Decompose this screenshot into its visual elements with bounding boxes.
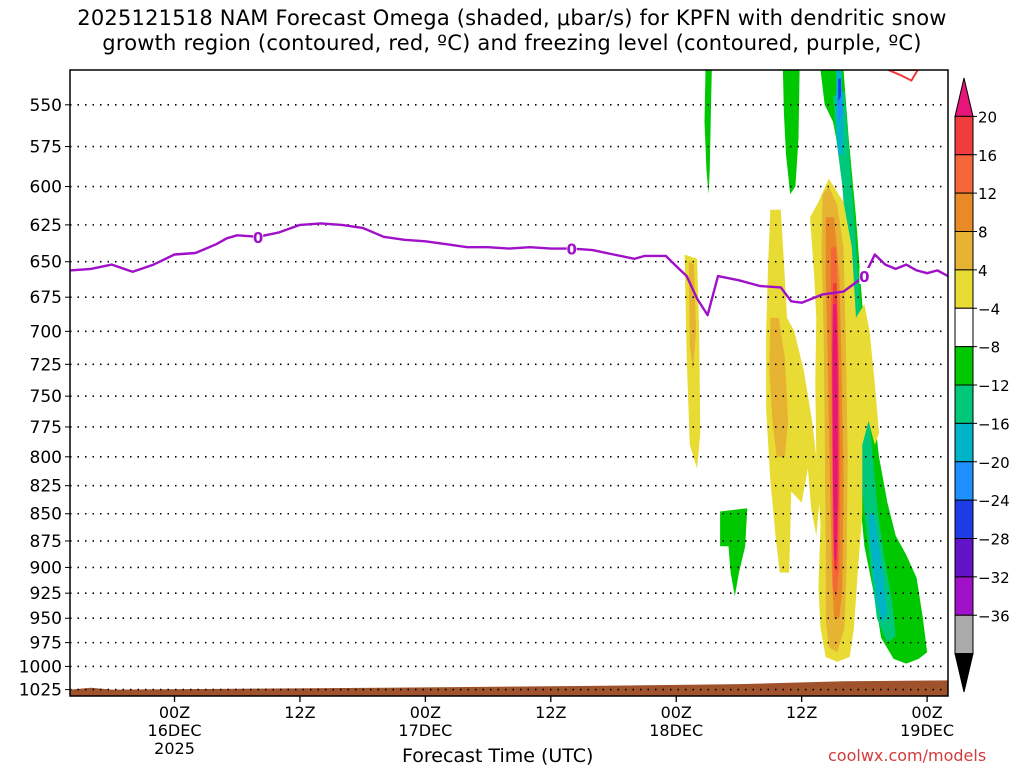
colorbar-label: −16 — [978, 415, 1010, 433]
y-tick-label: 825 — [30, 477, 62, 497]
colorbar: 20 16 12 8 4 −4 −8 −12 −16 −20 −24 −28 −32 −36 — [954, 77, 1010, 693]
colorbar-swatch — [954, 346, 974, 386]
y-tick-label: 900 — [30, 558, 62, 578]
x-tick-date: 17DEC — [398, 721, 452, 740]
omega-region — [769, 317, 789, 457]
colorbar-label: −28 — [978, 531, 1010, 549]
colorbar-swatch — [954, 77, 974, 117]
colorbar-swatch — [954, 614, 974, 655]
y-tick-label: 550 — [30, 96, 62, 116]
freezing-level-line — [70, 222, 948, 317]
colorbar-swatch — [954, 231, 974, 271]
colorbar-swatch — [954, 154, 974, 194]
colorbar-label: −36 — [978, 607, 1010, 625]
omega-shading — [70, 70, 948, 696]
terrain — [70, 680, 948, 696]
colorbar-swatch — [954, 307, 974, 348]
title-line-1: 2025121518 NAM Forecast Omega (shaded, μ… — [77, 6, 947, 30]
colorbar-label: 20 — [978, 108, 997, 126]
freezing-label-bg — [566, 240, 577, 257]
freezing-level-label: 0 — [859, 268, 869, 286]
omega-region — [766, 209, 820, 573]
y-tick-label: 750 — [30, 387, 62, 407]
y-tick-label: 975 — [30, 634, 62, 654]
freezing-label-bg — [253, 228, 264, 245]
omega-region — [688, 261, 697, 371]
x-tick-date: 18DEC — [649, 721, 703, 740]
chart-title: 2025121518 NAM Forecast Omega (shaded, μ… — [0, 6, 1024, 56]
colorbar-label: −4 — [978, 300, 1000, 318]
x-tick-label: 00Z — [159, 703, 190, 722]
omega-region — [720, 508, 748, 597]
omega-region — [704, 70, 712, 195]
colorbar-label: −24 — [978, 492, 1010, 510]
y-tick-label: 1000 — [19, 657, 62, 677]
colorbar-swatch — [954, 422, 974, 463]
x-tick-label: 00Z — [410, 703, 441, 722]
y-tick-label: 950 — [30, 609, 62, 629]
y-tick-label: 575 — [30, 138, 62, 158]
colorbar-swatch — [954, 269, 974, 309]
y-tick-label: 850 — [30, 505, 62, 525]
plot-frame — [69, 69, 949, 697]
y-tick-label: 875 — [30, 532, 62, 552]
colorbar-label: 8 — [978, 224, 988, 242]
colorbar-label: 12 — [978, 185, 997, 203]
colorbar-swatch — [954, 576, 974, 616]
y-tick-label: 675 — [30, 288, 62, 308]
colorbar-label: −8 — [978, 339, 1000, 357]
x-tick-date: 16DEC — [148, 721, 202, 740]
x-tick-label: 12Z — [786, 703, 817, 722]
colorbar-label: −20 — [978, 454, 1010, 472]
y-tick-label: 600 — [30, 178, 62, 198]
colorbar-swatch — [954, 499, 974, 539]
y-tick-label: 725 — [30, 355, 62, 375]
y-tick-label: 925 — [30, 584, 62, 604]
colorbar-label: 4 — [978, 262, 988, 280]
title-line-2: growth region (contoured, red, ºC) and f… — [102, 31, 922, 55]
colorbar-label: 16 — [978, 147, 997, 165]
x-tick-date: 19DEC — [900, 721, 954, 740]
freezing-label-bg — [859, 268, 870, 285]
colorbar-swatch — [954, 653, 974, 693]
y-axis: 550 575 600 625 650 675 700 725 750 775 800 825 850 8… — [19, 96, 70, 701]
y-tick-label: 775 — [30, 418, 62, 438]
colorbar-swatch — [954, 192, 974, 232]
x-tick-label: 12Z — [535, 703, 566, 722]
colorbar-swatch — [954, 384, 974, 424]
dgz-contour — [888, 70, 919, 82]
x-tick-label: 12Z — [284, 703, 315, 722]
freezing-level-contour: 0 0 0 — [70, 222, 948, 317]
colorbar-swatch — [954, 538, 974, 578]
x-tick-label: 00Z — [911, 703, 942, 722]
x-tick-year: 2025 — [154, 739, 195, 758]
x-axis-title: Forecast Time (UTC) — [402, 745, 594, 767]
omega-region — [832, 304, 838, 563]
omega-region — [782, 70, 800, 195]
colorbar-swatch — [954, 461, 974, 501]
colorbar-label: −32 — [978, 569, 1010, 587]
credit-link[interactable]: coolwx.com/models — [828, 746, 987, 765]
y-tick-label: 700 — [30, 322, 62, 342]
omega-region — [838, 78, 841, 102]
y-tick-label: 1025 — [19, 681, 62, 701]
y-tick-label: 625 — [30, 216, 62, 236]
colorbar-label: −12 — [978, 377, 1010, 395]
y-tick-label: 800 — [30, 448, 62, 468]
colorbar-swatch — [954, 115, 974, 156]
freezing-level-label: 0 — [566, 241, 576, 259]
x-tick-label: 00Z — [661, 703, 692, 722]
y-tick-label: 650 — [30, 253, 62, 273]
freezing-level-label: 0 — [253, 229, 263, 247]
